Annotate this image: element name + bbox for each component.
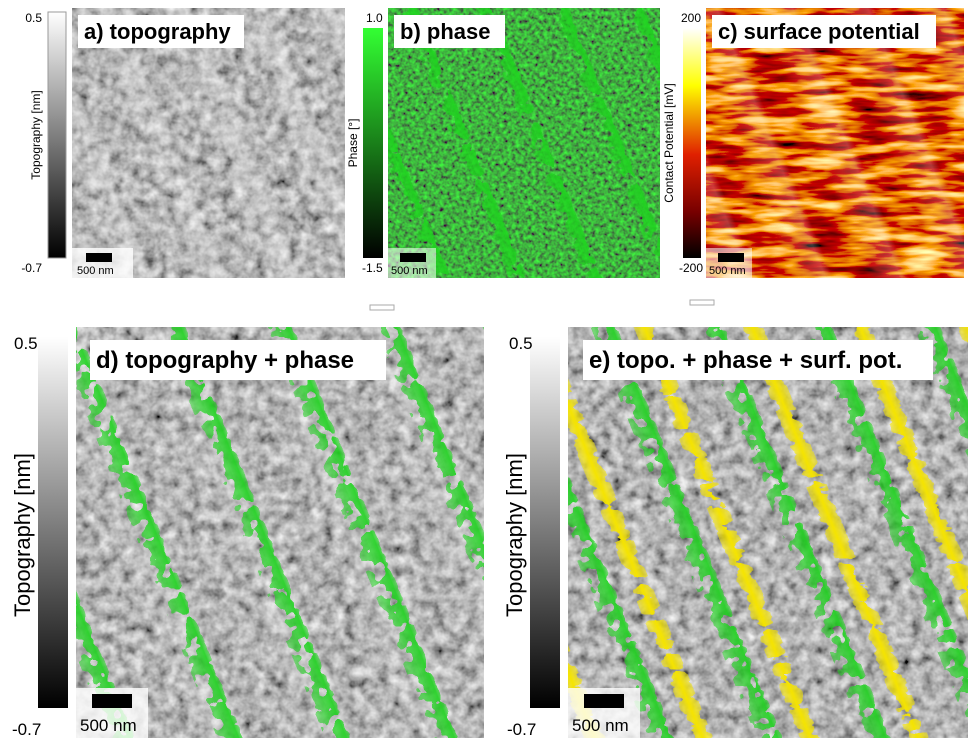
colorbar-max: 0.5 xyxy=(509,334,533,353)
image-bands xyxy=(388,8,660,278)
colorbar-max: 0.5 xyxy=(25,11,42,25)
artifact xyxy=(370,305,394,310)
colorbar-label: Contact Potential [mV] xyxy=(662,83,676,202)
colorbar xyxy=(363,28,383,258)
panel-a: 0.5 -0.7 Topography [nm] a) topography 5… xyxy=(21,8,345,278)
colorbar-min: -0.7 xyxy=(21,261,42,275)
artifact xyxy=(690,300,714,305)
colorbar xyxy=(48,12,66,258)
colorbar-label: Topography [nm] xyxy=(502,453,527,617)
colorbar-min: -1.5 xyxy=(362,261,383,275)
scale-label: 500 nm xyxy=(77,265,114,277)
scale-bar xyxy=(400,253,426,262)
panel-c: 200 -200 Contact Potential [mV] c) surfa… xyxy=(662,8,964,278)
colorbar-label: Topography [nm] xyxy=(29,90,43,179)
panel-e: 0.5 -0.7 Topography [nm] e) topo. + phas… xyxy=(502,327,968,738)
scale-label: 500 nm xyxy=(572,716,629,735)
colorbar-label: Topography [nm] xyxy=(10,453,35,617)
figure: 0.5 -0.7 Topography [nm] a) topography 5… xyxy=(0,0,968,738)
colorbar-max: 0.5 xyxy=(14,334,38,353)
image-pits xyxy=(72,8,345,278)
phase-overlay xyxy=(76,327,484,738)
panel-title: e) topo. + phase + surf. pot. xyxy=(589,347,902,374)
colorbar-min: -0.7 xyxy=(12,720,41,738)
scale-bar xyxy=(584,694,624,708)
colorbar xyxy=(38,337,68,708)
colorbar xyxy=(683,28,701,258)
panel-title: b) phase xyxy=(400,19,490,44)
panel-title: a) topography xyxy=(84,19,231,44)
scale-label: 500 nm xyxy=(80,716,137,735)
scale-bar xyxy=(718,253,744,262)
colorbar xyxy=(530,337,560,708)
phase-overlay xyxy=(568,327,968,738)
panel-title: d) topography + phase xyxy=(96,347,354,374)
scale-bar xyxy=(86,253,112,262)
scale-label: 500 nm xyxy=(391,265,428,277)
colorbar-max: 1.0 xyxy=(366,11,383,25)
panel-title: c) surface potential xyxy=(718,19,920,44)
colorbar-label: Phase [°] xyxy=(346,119,360,168)
colorbar-min: -200 xyxy=(679,261,703,275)
colorbar-min: -0.7 xyxy=(507,720,536,738)
image-bands xyxy=(706,8,964,278)
panel-d: 0.5 -0.7 Topography [nm] d) topography +… xyxy=(10,327,484,738)
panel-b: 1.0 -1.5 Phase [°] b) phase 500 nm xyxy=(346,8,660,278)
colorbar-max: 200 xyxy=(681,11,701,25)
scale-bar xyxy=(92,694,132,708)
scale-label: 500 nm xyxy=(709,265,746,277)
